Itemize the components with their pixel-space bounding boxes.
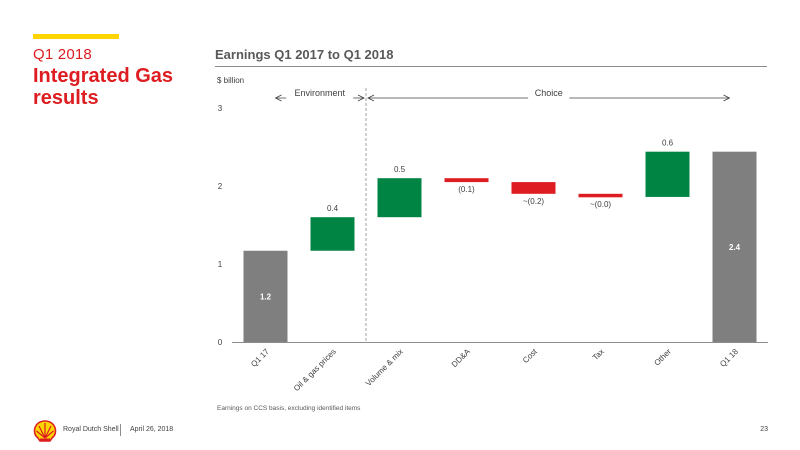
chart-title: Earnings Q1 2017 to Q1 2018	[215, 47, 394, 62]
arrow-head-right	[357, 94, 365, 102]
x-tick-label: Cost	[521, 347, 540, 366]
bar-total	[243, 250, 288, 342]
y-tick-label: 1	[218, 260, 223, 269]
bar-decrease	[578, 193, 623, 198]
y-tick-label: 3	[218, 104, 223, 113]
bar-total	[712, 151, 757, 342]
company-name: Royal Dutch Shell	[63, 426, 119, 433]
x-tick-label: Oil & gas prices	[292, 347, 338, 393]
x-tick-label: Q1 18	[718, 347, 740, 369]
footnote: Earnings on CCS basis, excluding identif…	[217, 405, 361, 412]
y-tick-label: 2	[218, 182, 223, 191]
shell-pecten-icon	[33, 420, 57, 442]
page-number: 23	[760, 426, 768, 433]
bracket-label-bg	[286, 90, 354, 104]
data-label: (0.1)	[458, 185, 475, 194]
data-label: 0.5	[394, 165, 406, 174]
x-tick-label: Tax	[591, 347, 606, 362]
accent-bar	[33, 34, 119, 39]
bracket-label: Environment	[294, 88, 345, 98]
section-label: Q1 2018	[33, 46, 92, 63]
arrow-head-left	[367, 94, 375, 102]
x-tick-label: Q1 17	[249, 347, 271, 369]
bar-decrease	[444, 178, 489, 183]
x-tick-label: DD&A	[450, 347, 473, 370]
y-axis-unit-label: $ billion	[217, 76, 245, 85]
arrow-head-right	[723, 94, 731, 102]
x-tick-label: Other	[652, 347, 673, 368]
data-label: 0.6	[662, 139, 674, 148]
y-tick-label: 0	[218, 338, 223, 347]
data-label: 1.2	[260, 292, 272, 301]
data-label: 0.4	[327, 204, 339, 213]
data-label: ~(0.2)	[523, 197, 544, 206]
x-tick-label: Volume & mix	[364, 347, 405, 388]
footer: Royal Dutch Shell April 26, 2018 23	[0, 420, 800, 444]
bracket-label-bg	[528, 90, 570, 104]
footer-divider	[120, 424, 121, 436]
bar-increase	[645, 151, 690, 197]
title-divider	[215, 66, 767, 67]
data-label: 2.4	[729, 243, 741, 252]
bracket-label: Choice	[535, 88, 563, 98]
bar-increase	[377, 178, 422, 218]
bar-increase	[310, 217, 355, 251]
arrow-head-left	[274, 94, 282, 102]
bar-decrease	[511, 182, 556, 194]
data-label: ~(0.0)	[590, 200, 611, 209]
page-title: Integrated Gas results	[33, 65, 174, 109]
footer-date: April 26, 2018	[130, 426, 174, 433]
